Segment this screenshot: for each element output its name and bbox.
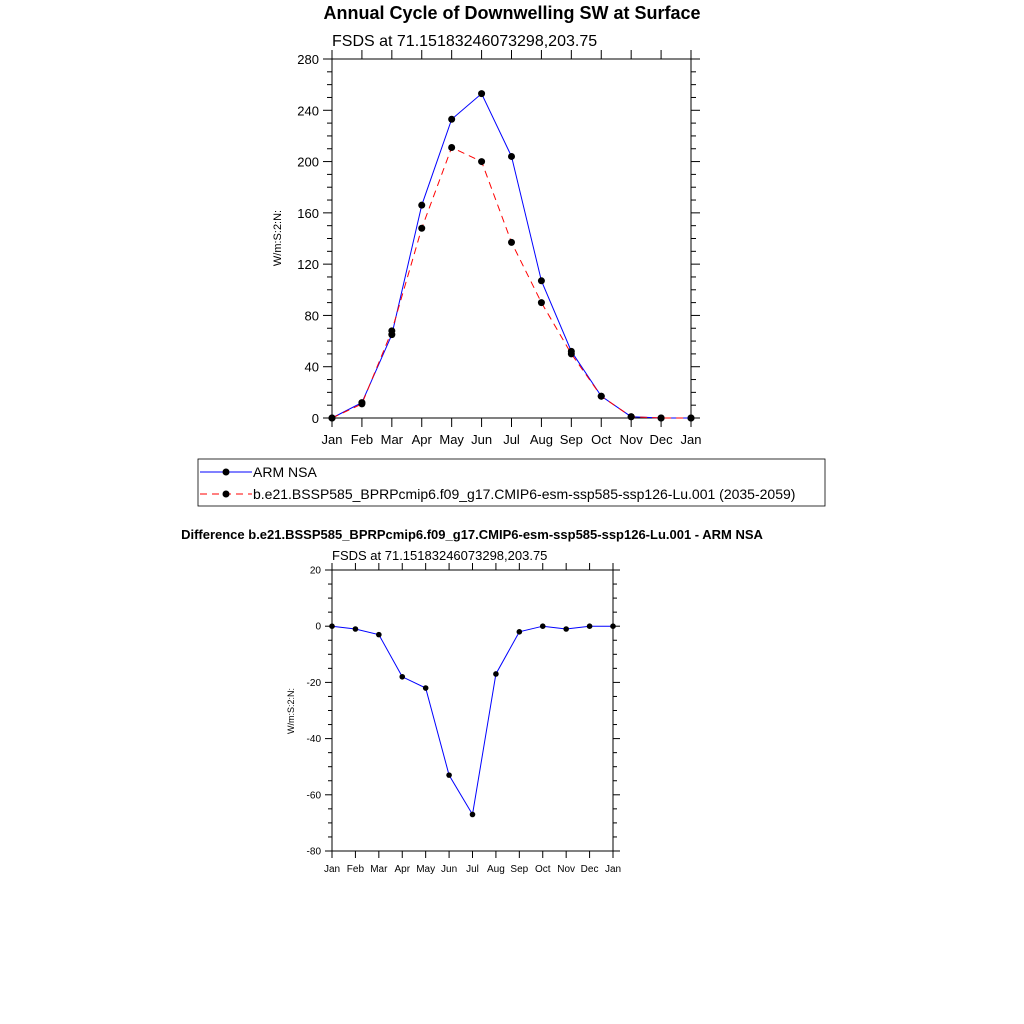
y-tick-label: 0	[312, 411, 319, 426]
data-point-series-0	[537, 277, 545, 285]
data-point-series-1	[448, 143, 456, 151]
y-tick-label: -20	[307, 678, 322, 689]
legend-marker-arm-nsa	[222, 468, 230, 476]
chart2-y-axis-label: W/m:S:2:N:	[286, 688, 296, 734]
data-point-series-0	[610, 623, 616, 629]
data-point-series-0	[329, 623, 335, 629]
data-point-series-0	[376, 631, 382, 638]
y-tick-label: 40	[305, 360, 319, 375]
x-tick-label: Dec	[581, 864, 599, 875]
x-tick-label: Aug	[487, 864, 505, 875]
data-point-series-0	[508, 152, 515, 160]
x-tick-label: Sep	[560, 432, 583, 447]
chart1-subtitle: FSDS at 71.15183246073298,203.75	[332, 33, 597, 50]
x-tick-label: Jan	[681, 432, 702, 447]
y-tick-label: 80	[305, 308, 319, 323]
x-tick-label: Jan	[322, 432, 343, 447]
data-point-series-0	[446, 772, 452, 778]
y-tick-label: 20	[310, 566, 322, 577]
y-tick-label: 0	[315, 622, 321, 633]
x-tick-label: Oct	[591, 432, 612, 447]
x-tick-label: May	[416, 864, 435, 875]
data-point-series-1	[508, 238, 515, 246]
data-point-series-1	[388, 327, 396, 335]
legend-marker-model	[222, 490, 230, 498]
x-tick-label: Feb	[351, 432, 373, 447]
data-point-series-0	[448, 115, 456, 123]
series-line-0	[331, 92, 691, 419]
y-tick-label: -60	[307, 790, 322, 801]
data-point-series-1	[478, 158, 486, 166]
data-point-series-0	[418, 201, 426, 209]
x-tick-label: Apr	[412, 432, 433, 447]
plot-frame	[331, 58, 692, 419]
data-point-series-1	[418, 224, 426, 232]
y-tick-label: -40	[307, 734, 322, 745]
data-point-series-0	[586, 623, 593, 629]
x-tick-label: Jun	[441, 864, 457, 875]
data-point-series-1	[597, 392, 605, 400]
y-tick-label: 240	[297, 103, 319, 118]
chart2-subtitle: FSDS at 71.15183246073298,203.75	[332, 548, 547, 563]
x-tick-label: Nov	[620, 432, 644, 447]
data-point-series-0	[539, 623, 546, 629]
data-point-series-0	[422, 685, 429, 691]
x-tick-label: Oct	[535, 864, 551, 875]
x-tick-label: Dec	[650, 432, 674, 447]
y-tick-label: 160	[297, 206, 319, 221]
data-point-series-1	[537, 299, 545, 307]
chart2-plot: -80 -60 -40 -20 0 20 Jan Feb Mar Apr May Jun Jul Aug S…	[307, 563, 621, 875]
data-point-series-1	[358, 400, 366, 408]
x-tick-label: Mar	[370, 864, 388, 875]
chart1-title: Annual Cycle of Downwelling SW at Surfac…	[323, 3, 700, 23]
x-tick-label: Jan	[324, 864, 340, 875]
data-point-series-1	[627, 413, 635, 421]
chart1-y-axis-label: W/m:S:2:N:	[272, 210, 284, 266]
data-point-series-1	[567, 350, 575, 358]
data-point-series-1	[328, 414, 336, 422]
data-point-series-0	[469, 811, 476, 818]
x-tick-label: Apr	[394, 864, 410, 875]
data-point-series-0	[352, 626, 359, 632]
series-line-1	[331, 146, 691, 419]
data-point-series-0	[399, 673, 406, 680]
series-line-0	[331, 625, 613, 816]
x-tick-label: Jun	[471, 432, 492, 447]
y-tick-label: 280	[297, 52, 319, 67]
legend-label-model: b.e21.BSSP585_BPRPcmip6.f09_g17.CMIP6-es…	[253, 486, 795, 502]
x-tick-label: Nov	[557, 864, 575, 875]
y-tick-label: -80	[307, 847, 322, 858]
data-point-series-0	[516, 629, 523, 635]
legend-frame	[197, 458, 826, 507]
data-point-series-1	[657, 414, 665, 422]
x-tick-label: Mar	[381, 432, 404, 447]
legend: ARM NSA b.e21.BSSP585_BPRPcmip6.f09_g17.…	[197, 458, 826, 507]
x-tick-label: Jul	[466, 864, 479, 875]
data-point-series-0	[478, 90, 486, 98]
x-tick-label: Aug	[530, 432, 553, 447]
data-point-series-0	[493, 671, 499, 677]
x-tick-label: May	[439, 432, 464, 447]
y-tick-label: 120	[297, 257, 319, 272]
x-tick-label: Jul	[503, 432, 520, 447]
x-tick-label: Jan	[605, 864, 621, 875]
plot-frame	[331, 569, 614, 852]
x-tick-label: Sep	[510, 864, 528, 875]
chart1-plot: 0 40 80 120 160 200 240 280 Jan Feb Mar Apr May Jun Ju…	[297, 50, 701, 447]
chart2-title: Difference b.e21.BSSP585_BPRPcmip6.f09_g…	[181, 527, 763, 542]
data-point-series-0	[563, 626, 569, 632]
x-tick-label: Feb	[347, 864, 365, 875]
data-point-series-1	[687, 414, 695, 422]
legend-label-arm-nsa: ARM NSA	[253, 464, 317, 480]
y-tick-label: 200	[297, 155, 319, 170]
